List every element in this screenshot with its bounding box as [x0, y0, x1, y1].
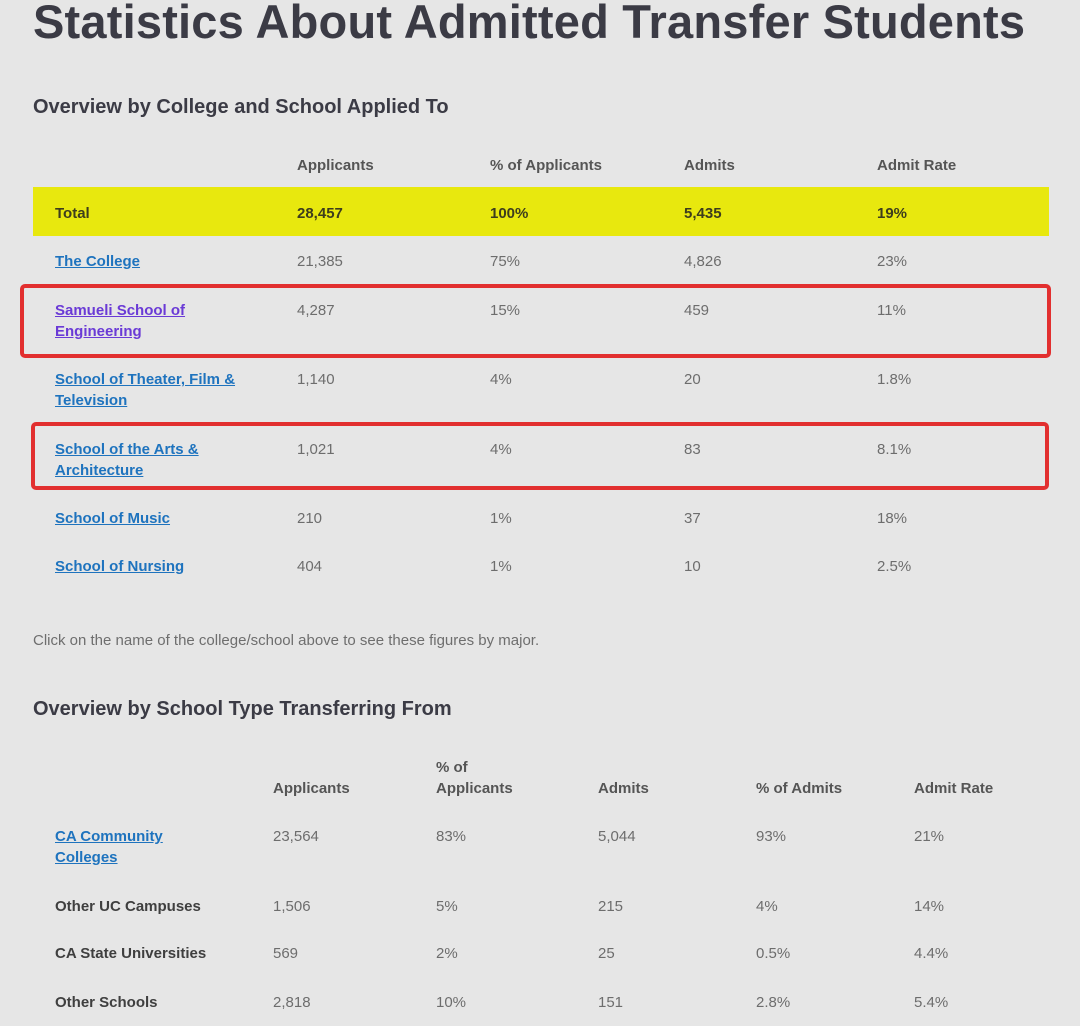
link-samueli-school-of-engineering[interactable]: Samueli School of Engineering [55, 302, 186, 340]
admit-rate-cell: 8.1% [877, 441, 912, 458]
link-school-of-theater-film-television[interactable]: School of Theater, Film & Television [55, 371, 236, 409]
total-applicants: 28,457 [297, 205, 343, 222]
pct-admits-cell: 93% [756, 828, 787, 845]
applicants-cell: 1,021 [297, 441, 335, 458]
col-header-pct-applicants: % of Applicants [436, 759, 513, 797]
college-section-heading: Overview by College and School Applied T… [33, 96, 449, 118]
col-header-applicants: Applicants [297, 157, 374, 174]
pct-admits-cell: 0.5% [756, 945, 791, 962]
admit-rate-cell: 2.5% [877, 558, 912, 575]
pct-applicants-cell: 10% [436, 994, 467, 1011]
school-type-section-heading: Overview by School Type Transferring Fro… [33, 698, 452, 720]
table-footnote: Click on the name of the college/school … [33, 632, 540, 649]
pct-applicants-cell: 4% [490, 371, 512, 388]
admit-rate-cell: 23% [877, 253, 908, 270]
admit-rate-cell: 4.4% [914, 945, 949, 962]
total-pct-applicants: 100% [490, 205, 529, 222]
total-admit-rate: 19% [877, 205, 908, 222]
admits-cell: 10 [684, 558, 701, 575]
admits-cell: 4,826 [684, 253, 722, 270]
applicants-cell: 4,287 [297, 302, 335, 319]
link-school-of-music[interactable]: School of Music [55, 510, 171, 527]
annotation-box-arts-architecture [31, 422, 1049, 490]
row-label: Other Schools [55, 994, 158, 1011]
pct-applicants-cell: 1% [490, 510, 512, 527]
admits-cell: 83 [684, 441, 701, 458]
applicants-cell: 1,506 [273, 898, 311, 915]
pct-applicants-cell: 75% [490, 253, 521, 270]
col-header-admit-rate: Admit Rate [877, 157, 957, 174]
pct-applicants-cell: 5% [436, 898, 458, 915]
admit-rate-cell: 5.4% [914, 994, 949, 1011]
admits-cell: 5,044 [598, 828, 636, 845]
total-row-highlight [33, 187, 1049, 236]
admits-cell: 20 [684, 371, 701, 388]
col-header-admits: Admits [598, 780, 649, 797]
admits-cell: 37 [684, 510, 701, 527]
admits-cell: 151 [598, 994, 624, 1011]
total-label: Total [55, 205, 90, 222]
admit-rate-cell: 1.8% [877, 371, 912, 388]
link-school-of-nursing[interactable]: School of Nursing [55, 558, 185, 575]
col-header-pct-admits: % of Admits [756, 780, 843, 797]
admits-cell: 25 [598, 945, 615, 962]
pct-admits-cell: 4% [756, 898, 778, 915]
total-admits: 5,435 [684, 205, 722, 222]
applicants-cell: 569 [273, 945, 299, 962]
pct-applicants-cell: 2% [436, 945, 458, 962]
applicants-cell: 210 [297, 510, 323, 527]
applicants-cell: 404 [297, 558, 323, 575]
pct-applicants-cell: 83% [436, 828, 467, 845]
pct-admits-cell: 2.8% [756, 994, 791, 1011]
col-header-admits: Admits [684, 157, 735, 174]
col-header-applicants: Applicants [273, 780, 350, 797]
pct-applicants-cell: 15% [490, 302, 521, 319]
page-title: Statistics About Admitted Transfer Stude… [33, 0, 1026, 48]
link-the-college[interactable]: The College [55, 253, 141, 270]
applicants-cell: 2,818 [273, 994, 311, 1011]
row-label: Other UC Campuses [55, 898, 201, 915]
admit-rate-cell: 21% [914, 828, 945, 845]
applicants-cell: 23,564 [273, 828, 319, 845]
pct-applicants-cell: 1% [490, 558, 512, 575]
admits-cell: 215 [598, 898, 624, 915]
admit-rate-cell: 11% [877, 302, 906, 319]
col-header-admit-rate: Admit Rate [914, 780, 994, 797]
admit-rate-cell: 18% [877, 510, 908, 527]
admits-cell: 459 [684, 302, 710, 319]
link-ca-community-colleges[interactable]: CA Community Colleges [55, 828, 163, 866]
row-label: CA State Universities [55, 945, 207, 962]
applicants-cell: 1,140 [297, 371, 335, 388]
annotation-box-engineering [20, 284, 1051, 358]
pct-applicants-cell: 4% [490, 441, 512, 458]
applicants-cell: 21,385 [297, 253, 343, 270]
admit-rate-cell: 14% [914, 898, 945, 915]
col-header-pct-applicants: % of Applicants [490, 157, 602, 174]
link-school-of-the-arts-architecture[interactable]: School of the Arts & Architecture [55, 441, 199, 479]
